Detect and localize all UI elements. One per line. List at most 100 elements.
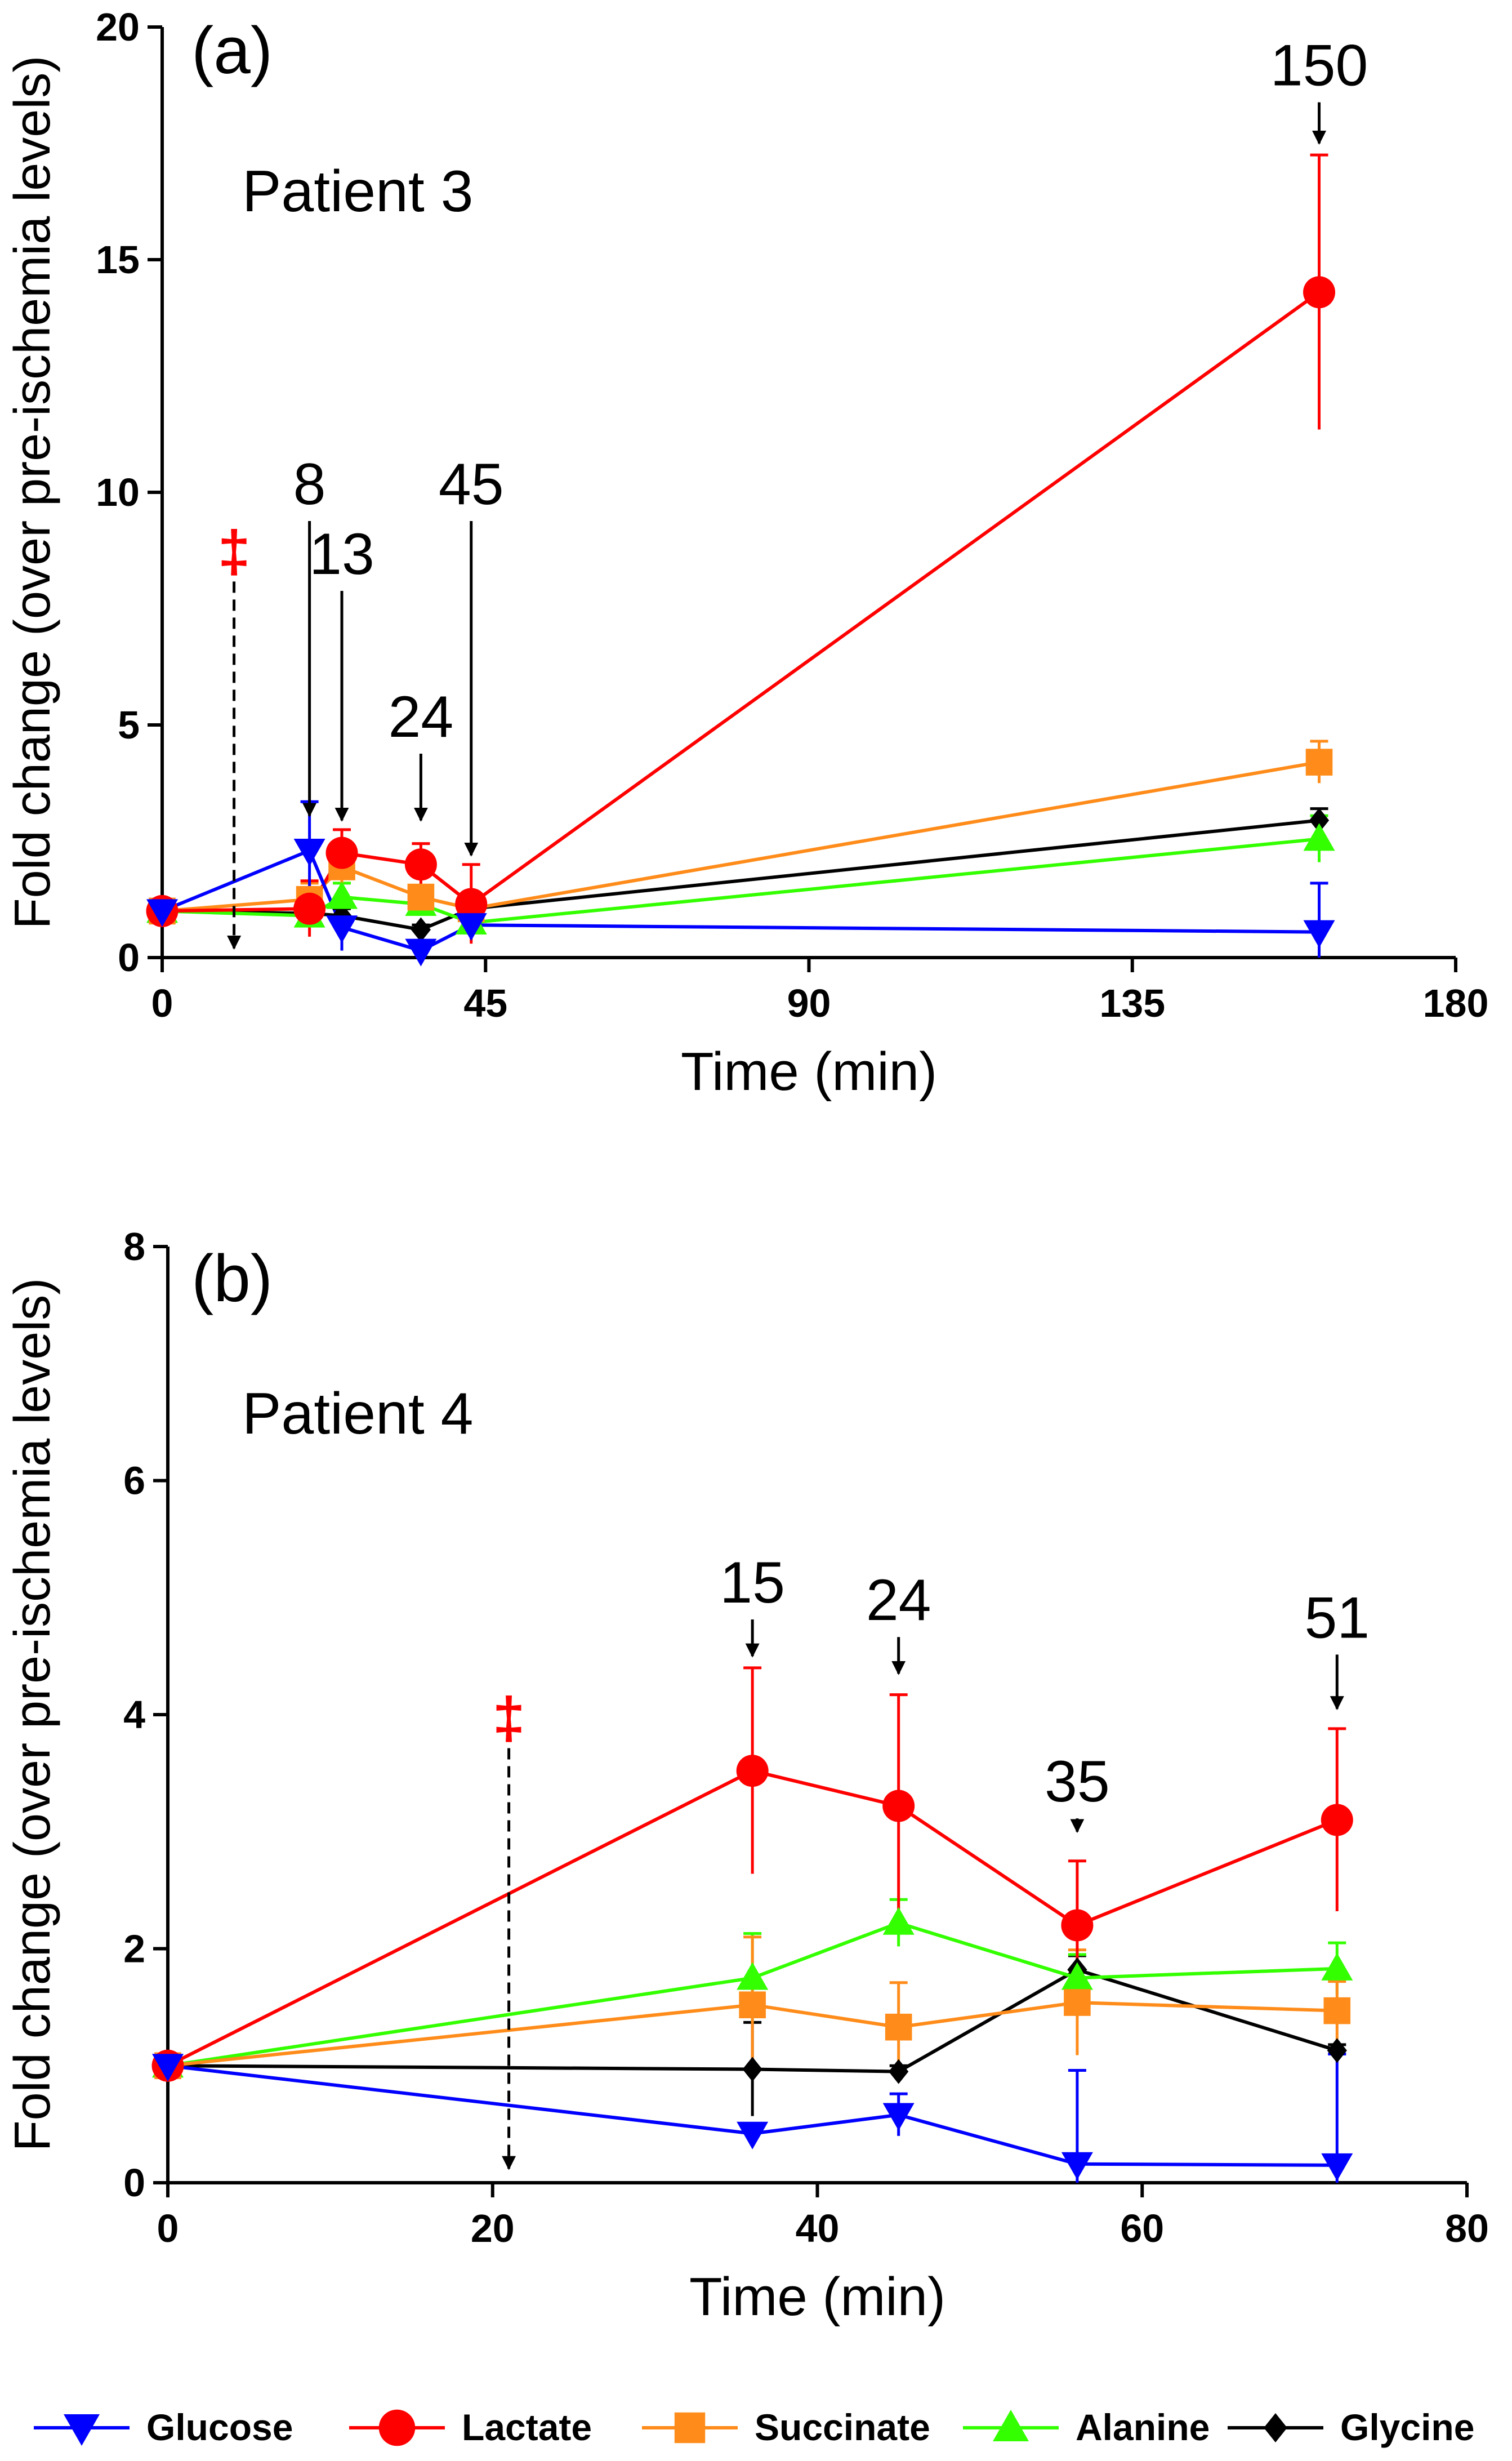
data-point-alanine	[882, 1907, 915, 1935]
ischemia-marker: ‡	[493, 1686, 525, 1751]
y-tick-label: 5	[118, 703, 140, 747]
legend: Glucose Lactate Succinate Alanine Glycine	[34, 2406, 1474, 2448]
x-tick-label: 45	[463, 981, 507, 1025]
data-point-glucose	[152, 2054, 184, 2082]
data-point-glucose	[1061, 2152, 1093, 2180]
annotation-label: 35	[1045, 1749, 1110, 1814]
data-point-alanine	[1321, 1952, 1353, 1981]
y-tick-label: 0	[123, 2161, 145, 2205]
data-point-glucose	[146, 899, 178, 927]
panel-label: (a)	[191, 14, 273, 88]
series-line-succinate	[162, 760, 1320, 913]
x-tick-label: 40	[796, 2206, 840, 2250]
ischemia-marker: ‡	[218, 519, 251, 584]
x-tick-label: 180	[1423, 981, 1489, 1025]
data-point-lactate	[1321, 1804, 1353, 1836]
legend-item-alanine: Alanine	[963, 2406, 1210, 2448]
y-axis-label: Fold change (over pre-ischemia levels)	[5, 1278, 61, 2152]
data-point-glycine	[1327, 2038, 1347, 2063]
annotation-label: 51	[1304, 1585, 1370, 1650]
series-line-glucose	[161, 848, 1319, 953]
x-axis-label: Time (min)	[689, 2267, 945, 2327]
data-point-lactate	[455, 888, 488, 920]
annotation-label: 150	[1270, 33, 1368, 99]
data-point-glucose	[293, 839, 325, 867]
data-point-glucose	[405, 938, 437, 967]
y-tick-label: 15	[96, 238, 140, 282]
y-tick-label: 10	[96, 470, 140, 514]
panel-title: Patient 4	[242, 1381, 474, 1447]
data-point-glucose	[455, 913, 487, 941]
y-tick-label: 2	[123, 1927, 145, 1971]
legend-item-succinate: Succinate	[642, 2406, 930, 2448]
chart-panel-a: 0 45 90 135 180 0 5 10 15 20 Time (min) Fold change…	[5, 5, 1488, 1102]
panel-title: Patient 3	[242, 159, 474, 224]
data-point-succinate	[885, 2013, 912, 2041]
x-tick-label: 20	[471, 2206, 515, 2250]
data-point-alanine	[1303, 823, 1335, 851]
legend-item-glycine: Glycine	[1228, 2406, 1474, 2448]
data-point-succinate	[1323, 1997, 1351, 2024]
annotation-label: 45	[439, 452, 504, 517]
x-tick-label: 135	[1099, 981, 1165, 1025]
legend-marker-lactate	[378, 2409, 416, 2446]
legend-item-lactate: Lactate	[349, 2406, 592, 2448]
data-point-glucose	[882, 2103, 915, 2131]
legend-item-glucose: Glucose	[34, 2406, 293, 2448]
annotation-label: 13	[309, 522, 374, 587]
data-point-alanine	[326, 881, 358, 909]
x-tick-label: 0	[157, 2206, 179, 2250]
y-tick-label: 20	[96, 5, 140, 49]
series-line-glycine	[162, 818, 1319, 932]
data-point-succinate	[1064, 1989, 1091, 2016]
annotation-label: 24	[389, 684, 454, 750]
legend-marker-alanine	[993, 2410, 1029, 2441]
data-point-succinate	[739, 1991, 766, 2019]
data-point-lactate	[736, 1755, 769, 1787]
legend-marker-succinate	[674, 2412, 706, 2444]
data-point-glucose	[737, 2121, 769, 2150]
data-point-lactate	[882, 1790, 915, 1822]
data-point-glucose	[1321, 2153, 1353, 2181]
x-tick-label: 60	[1120, 2206, 1164, 2250]
panel-label: (b)	[191, 1241, 273, 1316]
data-point-glucose	[326, 915, 358, 944]
data-point-alanine	[737, 1962, 769, 1990]
series-line-alanine	[162, 837, 1319, 925]
data-point-lactate	[1061, 1909, 1094, 1942]
legend-label: Succinate	[755, 2406, 930, 2448]
y-tick-label: 8	[123, 1225, 145, 1269]
data-point-alanine	[1061, 1962, 1093, 1990]
y-axis-label: Fold change (over pre-ischemia levels)	[5, 56, 61, 929]
legend-label: Glucose	[146, 2406, 293, 2448]
data-point-glycine	[1309, 808, 1330, 833]
legend-label: Alanine	[1076, 2406, 1210, 2448]
annotation-label: 24	[866, 1568, 931, 1633]
series-line-lactate	[162, 291, 1321, 913]
data-point-lactate	[1303, 276, 1336, 309]
x-tick-label: 90	[787, 981, 831, 1025]
annotation-label: 15	[720, 1550, 785, 1616]
x-tick-label: 0	[151, 981, 173, 1025]
data-point-succinate	[1305, 749, 1333, 776]
data-point-lactate	[404, 848, 437, 881]
x-axis-label: Time (min)	[681, 1042, 937, 1102]
x-tick-label: 80	[1445, 2206, 1489, 2250]
data-point-succinate	[407, 883, 435, 911]
data-point-lactate	[325, 836, 358, 869]
legend-marker-glycine	[1264, 2413, 1287, 2442]
legend-label: Lactate	[462, 2406, 592, 2448]
y-tick-label: 6	[123, 1459, 145, 1503]
data-point-glycine	[742, 2057, 762, 2082]
data-point-glucose	[1303, 920, 1335, 948]
legend-marker-glucose	[64, 2414, 100, 2446]
data-point-glycine	[411, 917, 431, 942]
annotation-label: 8	[293, 452, 326, 517]
legend-label: Glycine	[1340, 2406, 1474, 2448]
data-point-lactate	[293, 892, 326, 925]
data-point-glycine	[889, 2059, 909, 2084]
y-tick-label: 4	[123, 1693, 145, 1737]
y-tick-label: 0	[118, 936, 140, 980]
